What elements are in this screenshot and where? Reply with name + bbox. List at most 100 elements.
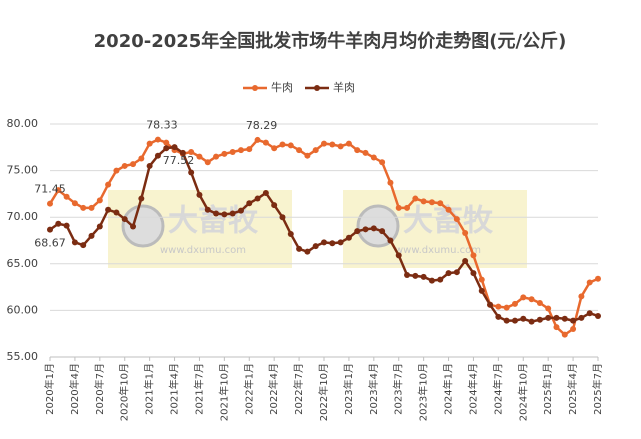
data-point — [354, 228, 361, 235]
data-point — [80, 204, 87, 211]
data-point — [337, 239, 344, 246]
data-point — [445, 206, 452, 213]
x-tick-label: 2020年4月 — [68, 363, 81, 415]
data-point — [121, 216, 128, 223]
data-point — [437, 200, 444, 207]
data-point — [495, 303, 502, 310]
data-point — [88, 232, 95, 239]
legend-label: 牛肉 — [271, 80, 293, 94]
data-point — [329, 240, 336, 247]
x-tick-label: 2022年7月 — [292, 363, 305, 415]
x-tick-label: 2021年7月 — [192, 363, 205, 415]
data-point — [404, 271, 411, 278]
data-point — [287, 142, 294, 149]
data-point — [304, 248, 311, 255]
data-point — [138, 195, 145, 202]
data-point — [321, 239, 327, 246]
data-point — [420, 273, 427, 280]
data-point — [478, 287, 485, 294]
data-point — [445, 270, 452, 277]
data-point — [146, 162, 153, 169]
data-point — [470, 252, 477, 259]
data-point — [561, 331, 568, 338]
data-point — [254, 195, 261, 202]
x-tick-label: 2024年7月 — [491, 363, 504, 415]
data-point — [387, 237, 394, 244]
data-point — [453, 269, 460, 276]
x-tick-label: 2020年10月 — [118, 363, 131, 421]
data-point — [63, 222, 70, 229]
data-point — [362, 226, 369, 233]
data-point — [462, 230, 469, 237]
data-point — [246, 146, 253, 153]
data-point — [130, 161, 137, 168]
x-tick-label: 2025年7月 — [591, 363, 604, 415]
data-point — [570, 326, 577, 333]
data-point — [379, 159, 386, 166]
y-tick-label: 70.00 — [7, 210, 39, 223]
data-point — [536, 316, 543, 323]
x-tick-label: 2024年1月 — [442, 363, 455, 415]
y-tick-label: 75.00 — [7, 164, 39, 177]
data-point — [196, 153, 203, 160]
data-point — [55, 220, 62, 227]
data-point — [595, 275, 601, 282]
data-point — [528, 296, 535, 303]
data-point — [395, 252, 402, 259]
data-point — [254, 136, 261, 143]
data-label: 68.67 — [34, 237, 66, 250]
data-point — [88, 204, 95, 211]
data-point — [229, 148, 236, 155]
y-tick-label: 60.00 — [7, 303, 39, 316]
data-point — [345, 234, 352, 241]
data-point — [395, 204, 402, 211]
data-point — [71, 200, 78, 207]
data-point — [271, 145, 278, 152]
y-tick-label: 55.00 — [7, 350, 39, 363]
data-point — [595, 312, 601, 319]
data-point — [578, 293, 585, 300]
data-point — [287, 230, 294, 237]
data-point — [80, 242, 87, 249]
data-point — [561, 315, 568, 322]
chart-title: 2020-2025年全国批发市场牛羊肉月均价走势图(元/公斤) — [94, 30, 567, 52]
x-tick-label: 2022年1月 — [242, 363, 255, 415]
data-point — [154, 136, 161, 143]
x-tick-label: 2021年4月 — [168, 363, 181, 415]
data-point — [462, 258, 469, 265]
data-point — [113, 167, 120, 174]
watermark-url: www.dxumu.com — [395, 245, 481, 256]
data-point — [196, 191, 203, 198]
data-point — [47, 200, 53, 207]
data-point — [545, 305, 552, 312]
data-point — [503, 304, 510, 311]
data-point — [130, 223, 137, 230]
data-point — [229, 210, 236, 217]
data-point — [428, 199, 435, 206]
data-point — [379, 228, 386, 235]
data-point — [105, 181, 112, 188]
data-point — [470, 270, 477, 277]
data-point — [204, 159, 211, 166]
data-point — [412, 272, 419, 279]
data-point — [96, 197, 103, 204]
data-point — [586, 310, 593, 317]
data-point — [453, 216, 460, 223]
data-point — [279, 141, 286, 148]
data-point — [105, 206, 112, 213]
data-point — [163, 139, 170, 146]
x-tick-label: 2025年4月 — [566, 363, 579, 415]
x-tick-label: 2020年1月 — [43, 363, 56, 415]
data-point — [553, 314, 560, 321]
x-tick-label: 2024年4月 — [466, 363, 479, 415]
data-point — [354, 147, 361, 154]
data-point — [370, 225, 377, 232]
data-point — [213, 210, 220, 217]
data-point — [237, 147, 244, 154]
data-point — [321, 140, 327, 147]
data-point — [503, 317, 510, 324]
x-tick-label: 2023年4月 — [367, 363, 380, 415]
data-point — [296, 147, 303, 154]
data-point — [337, 143, 344, 150]
data-point — [412, 195, 419, 202]
